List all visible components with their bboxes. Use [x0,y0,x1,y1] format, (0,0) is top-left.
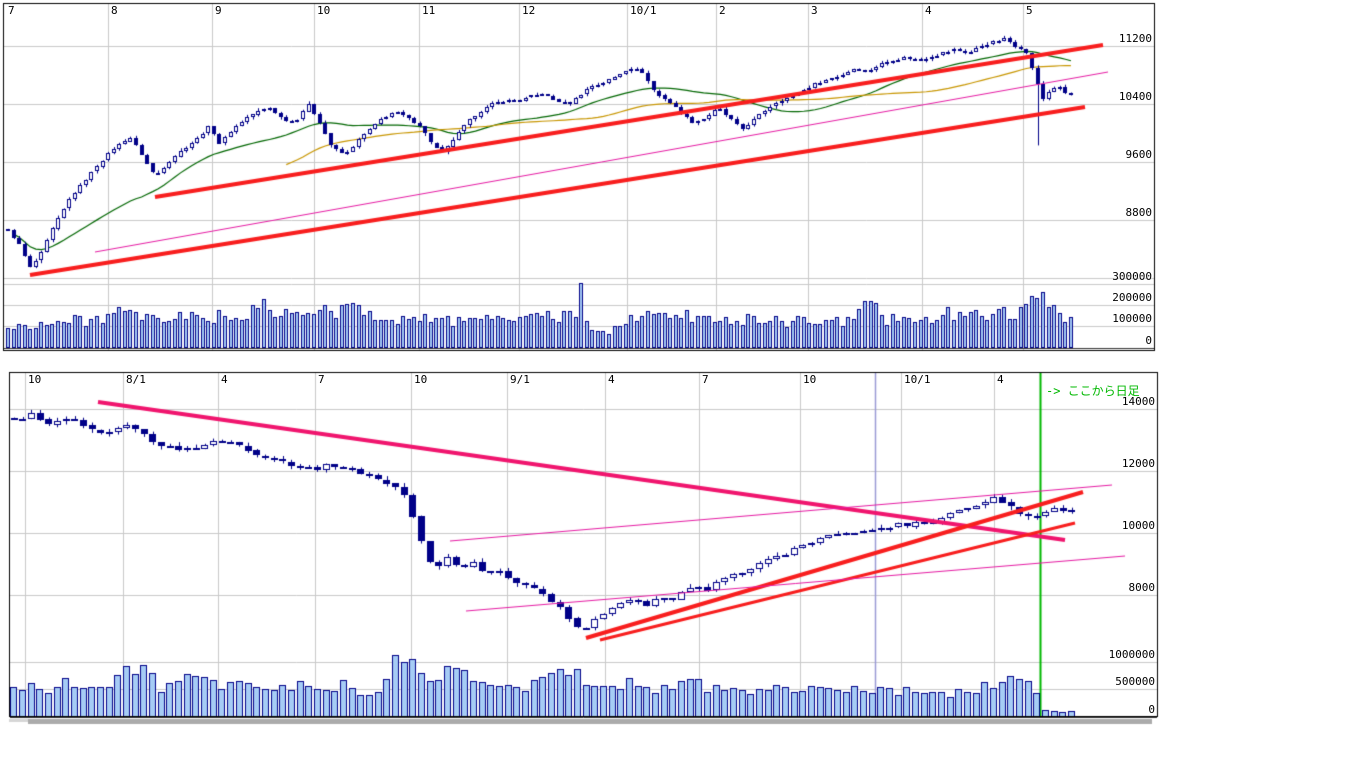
x-axis-label: 7 [8,4,15,17]
x-axis-label: 4 [221,373,228,386]
x-axis-label: 7 [702,373,709,386]
price-axis-label: 11200 [1118,32,1152,45]
x-axis-label: 9/1 [510,373,530,386]
x-axis-label: 10 [414,373,428,386]
volume-axis-label: 200000 [1112,291,1152,304]
x-axis-label: 8 [111,4,118,17]
price-axis-label: 10400 [1118,90,1152,103]
x-axis-label: 3 [811,4,818,17]
x-axis-label: 10 [803,373,817,386]
x-axis-label: 11 [422,4,436,17]
volume-axis-label: 300000 [1112,270,1152,283]
daily-from-here-annotation: -> ここから日足 [1046,384,1140,398]
price-axis-label: 8000 [1128,581,1156,594]
price-axis-label: 9600 [1125,148,1153,161]
x-axis-label: 4 [925,4,932,17]
x-axis-label: 7 [318,373,325,386]
x-axis-label: 8/1 [126,373,146,386]
price-axis-label: 12000 [1121,457,1155,470]
price-axis-label: 14000 [1121,395,1155,408]
x-axis-label: 10/1 [630,4,657,17]
volume-axis-label: 1000000 [1108,648,1155,661]
x-axis-label: 5 [1026,4,1033,17]
x-axis-label: 4 [997,373,1004,386]
x-axis-label: 10 [28,373,42,386]
x-axis-label: 12 [522,4,536,17]
top-chart-plot-area[interactable] [3,3,1155,351]
x-axis-label: 9 [215,4,222,17]
x-axis-label: 2 [719,4,726,17]
volume-axis-label: 500000 [1115,675,1155,688]
price-axis-label: 10000 [1121,519,1155,532]
volume-axis-label: 100000 [1112,312,1152,325]
x-axis-label: 10/1 [904,373,931,386]
bottom-chart-plot-area[interactable] [9,372,1158,717]
x-axis-label: 4 [608,373,615,386]
price-axis-label: 8800 [1125,206,1153,219]
x-axis-label: 10 [317,4,331,17]
volume-axis-label: 0 [1145,334,1152,347]
volume-axis-label: 0 [1148,703,1155,716]
